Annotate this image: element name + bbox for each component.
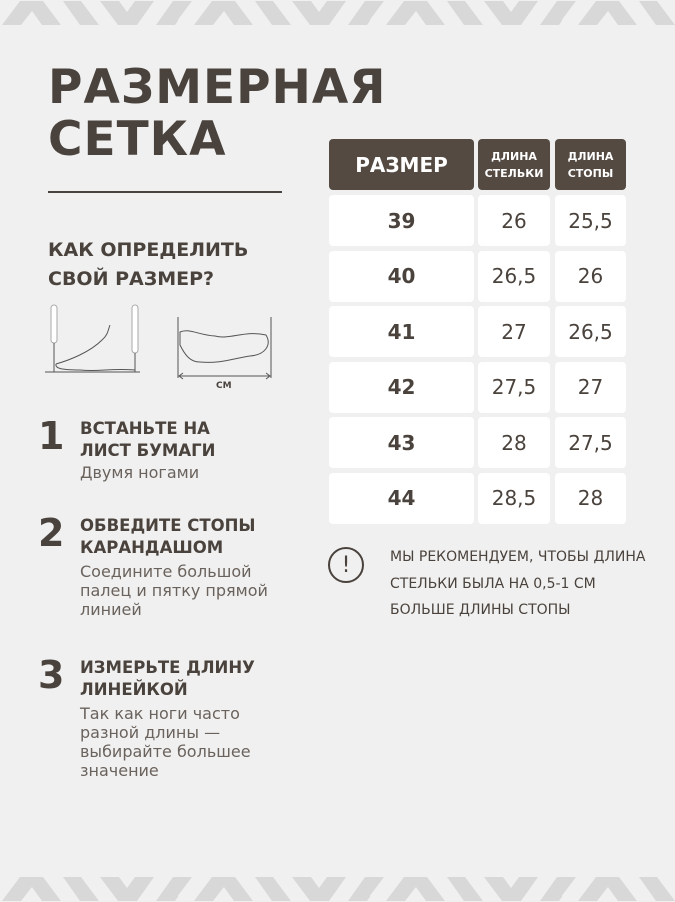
size-cell: 44 xyxy=(329,472,474,524)
step-number: 2 xyxy=(38,511,65,555)
insole-length-cell: 28 xyxy=(478,417,550,468)
how-to-line: КАК ОПРЕДЕЛИТЬ xyxy=(48,239,249,261)
foot-length-cell: 25,5 xyxy=(555,195,626,246)
step-number: 1 xyxy=(38,414,65,458)
title-line: РАЗМЕРНАЯ xyxy=(48,60,387,115)
header-foot-length: ДЛИНА СТОПЫ xyxy=(555,139,626,190)
size-cell: 43 xyxy=(329,417,474,468)
header-size: РАЗМЕР xyxy=(329,139,474,190)
how-to-line: СВОЙ РАЗМЕР? xyxy=(48,268,215,290)
foot-length-cell: 27 xyxy=(555,361,626,413)
step-description: Так как ноги часто разной длины — выбира… xyxy=(80,704,251,780)
insole-length-cell: 27 xyxy=(478,306,550,357)
step-number: 3 xyxy=(38,653,65,697)
insole-length-cell: 28,5 xyxy=(478,472,550,524)
foot-length-cell: 27,5 xyxy=(555,417,626,468)
chevron-pattern-bottom xyxy=(0,876,675,902)
step-title: ВСТАНЬТЕ НА ЛИСТ БУМАГИ xyxy=(80,419,216,460)
recommendation-note: МЫ РЕКОМЕНДУЕМ, ЧТОБЫ ДЛИНА СТЕЛЬКИ БЫЛА… xyxy=(390,549,646,618)
size-cell: 39 xyxy=(329,195,474,246)
step-description: Соедините большой палец и пятку прямой л… xyxy=(80,562,268,619)
divider xyxy=(48,191,282,193)
title-line: СЕТКА xyxy=(48,112,227,167)
page-title: РАЗМЕРНАЯ СЕТКА xyxy=(48,62,386,166)
foot-length-cell: 28 xyxy=(555,472,626,524)
insole-length-cell: 26,5 xyxy=(478,250,550,302)
unit-label: СМ xyxy=(216,381,232,390)
foot-measure-illustration: СМ xyxy=(45,304,272,390)
insole-length-cell: 26 xyxy=(478,195,550,246)
how-to-heading: КАК ОПРЕДЕЛИТЬ СВОЙ РАЗМЕР? xyxy=(48,236,248,294)
size-cell: 42 xyxy=(329,361,474,413)
size-cell: 41 xyxy=(329,306,474,357)
step-title: ОБВЕДИТЕ СТОПЫ КАРАНДАШОМ xyxy=(80,516,256,557)
size-cell: 40 xyxy=(329,250,474,302)
exclamation-icon: ! xyxy=(328,547,364,583)
chevron-pattern-top xyxy=(0,0,675,26)
step-title: ИЗМЕРЬТЕ ДЛИНУ ЛИНЕЙКОЙ xyxy=(80,658,255,699)
foot-length-cell: 26,5 xyxy=(555,306,626,357)
header-insole-length: ДЛИНА СТЕЛЬКИ xyxy=(478,139,550,190)
insole-length-cell: 27,5 xyxy=(478,361,550,413)
step-description: Двумя ногами xyxy=(80,463,200,482)
foot-length-cell: 26 xyxy=(555,250,626,302)
